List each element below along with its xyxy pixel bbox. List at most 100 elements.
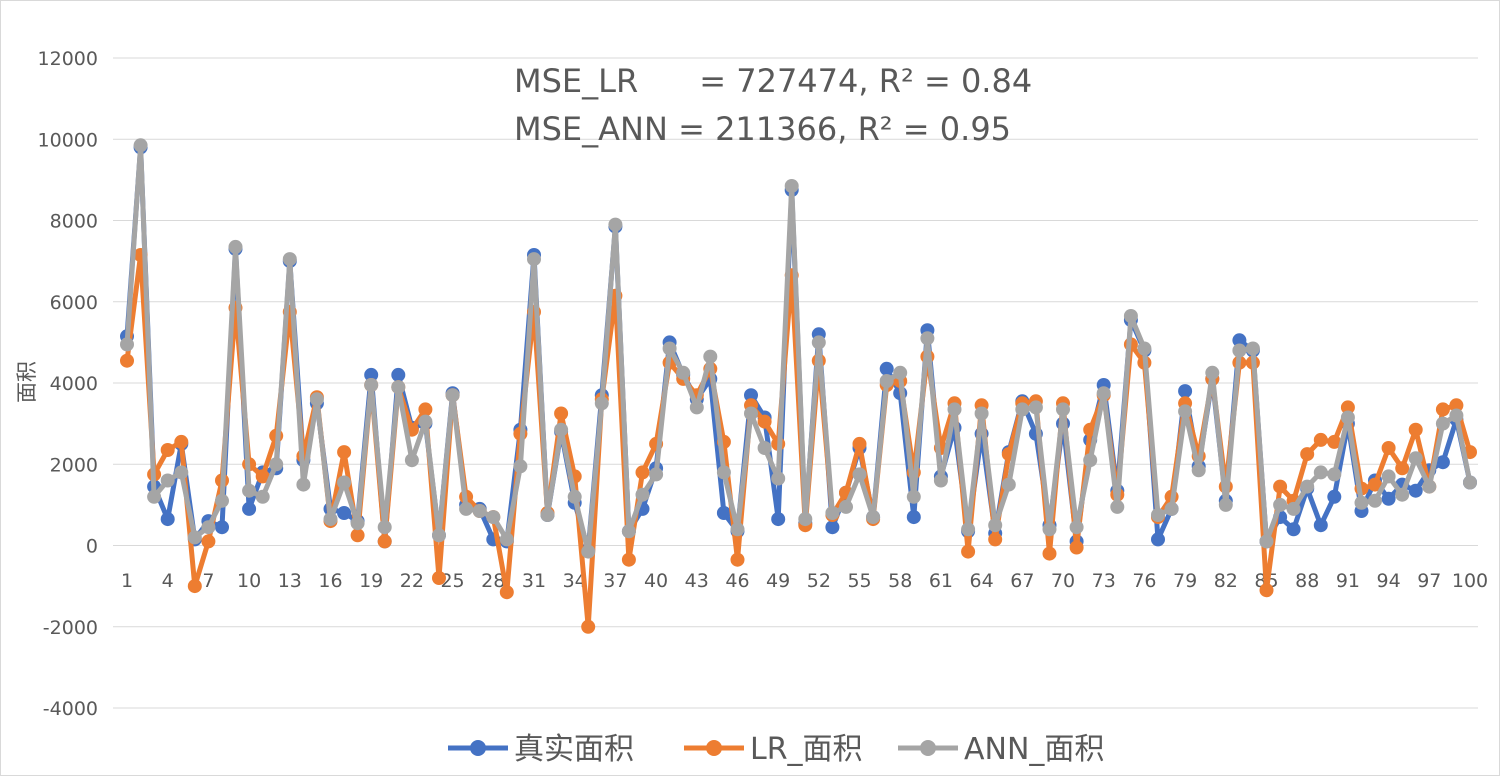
data-point — [228, 239, 243, 254]
data-point — [255, 469, 270, 484]
data-point — [1178, 404, 1193, 419]
data-point — [133, 138, 148, 153]
data-point — [689, 400, 704, 415]
data-point — [906, 489, 921, 504]
data-point — [933, 473, 948, 488]
data-point — [1395, 461, 1410, 476]
data-point — [1463, 475, 1477, 490]
data-point — [1083, 453, 1098, 468]
data-point — [716, 465, 731, 480]
data-point — [350, 528, 365, 543]
data-point — [811, 335, 826, 350]
data-point — [486, 510, 501, 525]
y-tick-label: 6000 — [50, 292, 98, 314]
data-point — [323, 512, 338, 527]
data-point — [1056, 402, 1070, 417]
data-point — [662, 341, 677, 356]
y-tick-label: 2000 — [50, 454, 98, 476]
data-point — [1435, 416, 1450, 431]
x-tick-label: 40 — [644, 570, 668, 592]
data-point — [540, 508, 555, 522]
data-point — [1015, 402, 1030, 417]
data-point — [1232, 333, 1247, 348]
x-tick-label: 94 — [1377, 570, 1401, 592]
data-point — [825, 520, 840, 535]
data-point — [201, 520, 216, 535]
data-point — [825, 506, 840, 520]
data-point — [1110, 499, 1125, 514]
data-point — [350, 516, 365, 531]
data-point — [1286, 522, 1301, 537]
data-point — [187, 530, 202, 545]
x-tick-label: 100 — [1452, 570, 1488, 592]
legend: 真实面积 LR_面积 ANN_面积 — [448, 732, 1104, 767]
data-point — [1191, 463, 1206, 478]
data-point — [445, 388, 460, 403]
annotation-mse-lr: MSE_LR = 727474, R² = 0.84 — [514, 62, 1032, 100]
data-point — [554, 422, 569, 437]
data-point — [1273, 497, 1288, 512]
data-point — [771, 512, 786, 527]
data-point — [499, 532, 514, 547]
y-tick-label: 10000 — [38, 129, 98, 151]
data-point — [1422, 479, 1437, 494]
data-point — [961, 544, 976, 559]
data-point — [201, 534, 216, 549]
data-point — [296, 477, 311, 492]
data-point — [581, 619, 596, 634]
data-point — [947, 402, 962, 417]
data-point — [309, 392, 324, 407]
data-point — [906, 510, 921, 525]
data-point — [567, 489, 582, 504]
data-point — [879, 374, 894, 388]
data-point — [1069, 520, 1084, 535]
data-point — [1435, 455, 1450, 470]
data-point — [337, 506, 352, 520]
data-point — [974, 406, 989, 421]
data-point — [432, 571, 446, 585]
data-point — [594, 396, 609, 411]
x-tick-label: 64 — [970, 570, 994, 592]
data-point — [1395, 487, 1410, 502]
y-tick-label: -2000 — [43, 617, 98, 639]
x-tick-label: 52 — [807, 570, 831, 592]
data-point — [608, 217, 623, 232]
data-point — [255, 489, 270, 504]
y-tick-label: 8000 — [50, 211, 98, 233]
x-tick-label: 16 — [318, 570, 342, 592]
data-point — [1408, 451, 1423, 466]
data-point — [554, 406, 569, 421]
y-tick-label: -4000 — [43, 698, 98, 720]
legend-label: 真实面积 — [514, 732, 634, 767]
data-point — [1408, 422, 1423, 437]
data-point — [499, 585, 514, 600]
data-point — [1123, 309, 1138, 323]
data-point — [269, 457, 284, 472]
data-point — [1001, 477, 1016, 492]
data-point — [1381, 491, 1396, 506]
data-point — [621, 524, 636, 539]
x-tick-label: 91 — [1336, 570, 1360, 592]
data-point — [839, 499, 853, 514]
data-point — [215, 520, 229, 535]
x-tick-label: 55 — [847, 570, 871, 592]
data-point — [404, 453, 419, 468]
data-point — [744, 388, 758, 403]
x-tick-label: 76 — [1132, 570, 1156, 592]
y-axis-ticks: 12000 10000 8000 6000 4000 2000 0 -2000 -4000 — [38, 48, 98, 720]
data-point — [364, 378, 379, 392]
legend-item: ANN_面积 — [898, 732, 1104, 767]
data-point — [215, 493, 229, 508]
data-point — [1368, 493, 1382, 508]
data-point — [1313, 432, 1328, 447]
x-tick-label: 4 — [162, 570, 174, 592]
data-point — [1273, 479, 1288, 494]
data-point — [1286, 501, 1301, 516]
x-tick-label: 22 — [400, 570, 424, 592]
x-tick-label: 79 — [1173, 570, 1197, 592]
data-point — [174, 434, 189, 449]
data-point — [1178, 384, 1193, 399]
gridlines — [113, 57, 1478, 709]
data-point — [1381, 469, 1396, 484]
